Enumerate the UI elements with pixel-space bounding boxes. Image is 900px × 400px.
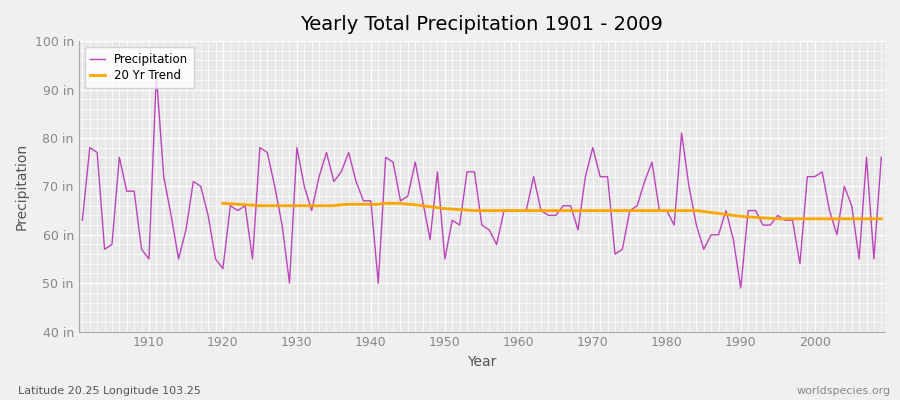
20 Yr Trend [854,216,865,221]
20 Yr Trend [772,216,783,221]
Line: Precipitation: Precipitation [83,75,881,288]
Precipitation [351,179,362,184]
20 Yr Trend [788,216,798,221]
Precipitation [151,72,162,77]
Precipitation [876,155,886,160]
Precipitation [513,208,524,213]
Text: Latitude 20.25 Longitude 103.25: Latitude 20.25 Longitude 103.25 [18,386,201,396]
Text: worldspecies.org: worldspecies.org [796,386,891,396]
Line: 20 Yr Trend: 20 Yr Trend [223,203,881,219]
Legend: Precipitation, 20 Yr Trend: Precipitation, 20 Yr Trend [85,47,194,88]
Precipitation [735,286,746,290]
20 Yr Trend [676,208,687,213]
Precipitation [306,208,317,213]
X-axis label: Year: Year [467,355,497,369]
Precipitation [136,247,147,252]
20 Yr Trend [218,201,229,206]
20 Yr Trend [765,216,776,221]
Precipitation [521,208,532,213]
20 Yr Trend [418,203,428,208]
Title: Yearly Total Precipitation 1901 - 2009: Yearly Total Precipitation 1901 - 2009 [301,15,663,34]
Precipitation [609,252,620,256]
20 Yr Trend [876,216,886,221]
Y-axis label: Precipitation: Precipitation [15,143,29,230]
20 Yr Trend [306,203,317,208]
Precipitation [77,218,88,223]
